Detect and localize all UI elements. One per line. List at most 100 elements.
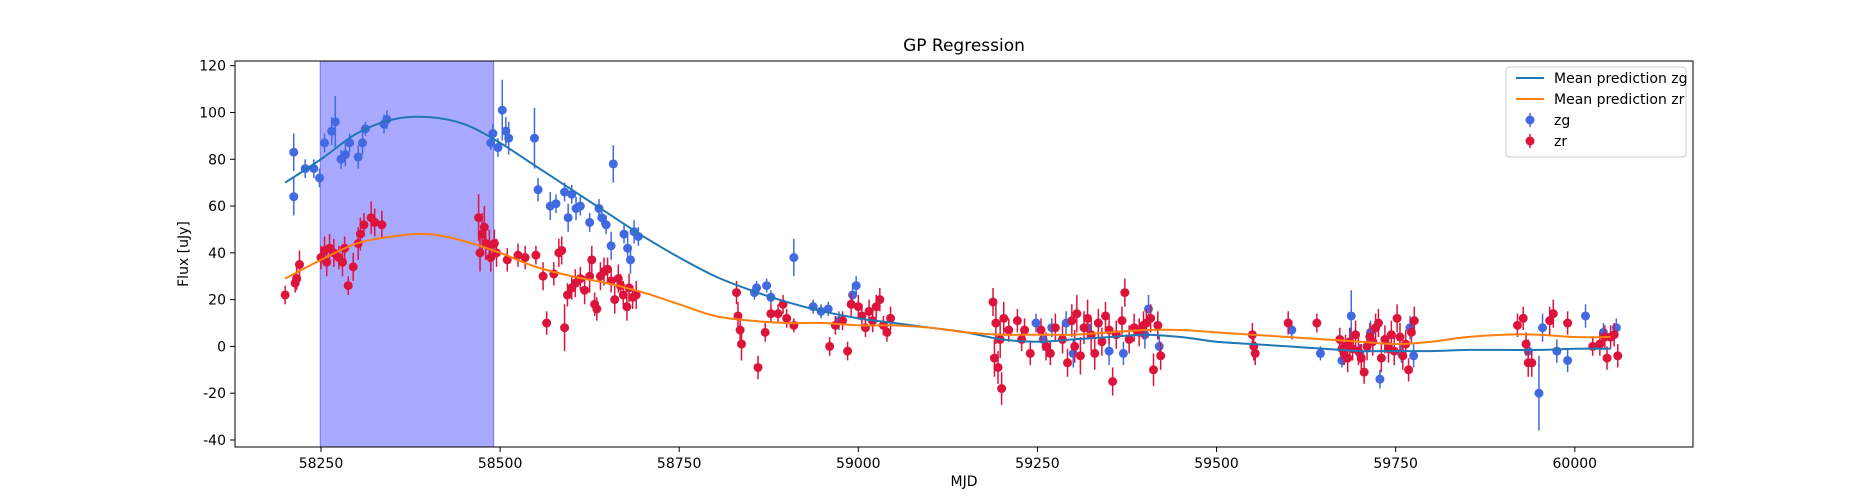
data-point-zg <box>1287 325 1297 335</box>
data-point-zg <box>1346 311 1356 321</box>
data-point-zr <box>737 339 747 349</box>
data-point-zr <box>359 220 369 230</box>
x-tick-label: 59250 <box>1015 456 1060 472</box>
data-point-zr <box>1545 316 1555 326</box>
data-point-zr <box>542 318 552 328</box>
data-point-zr <box>1097 337 1107 347</box>
y-tick-label: 40 <box>208 246 226 262</box>
data-point-zr <box>1012 316 1022 326</box>
legend-box <box>1505 66 1687 158</box>
data-point-zg <box>625 255 635 265</box>
data-point-zg <box>606 241 616 251</box>
chart-title: GP Regression <box>903 36 1025 56</box>
data-point-zr <box>1020 325 1030 335</box>
data-point-zr <box>864 306 874 316</box>
data-point-zr <box>853 302 863 312</box>
x-tick-label: 59750 <box>1373 456 1418 472</box>
data-point-zr <box>377 220 387 230</box>
data-point-zr <box>475 248 485 258</box>
data-point-zr <box>520 253 530 263</box>
data-point-zr <box>1004 325 1014 335</box>
y-tick-label: 20 <box>208 293 226 309</box>
data-point-zr <box>1045 348 1055 358</box>
prediction-lines-layer <box>284 115 1611 353</box>
x-tick-label: 60000 <box>1553 456 1598 472</box>
data-point-zr <box>753 362 763 372</box>
data-point-zg <box>560 187 570 197</box>
data-point-zr <box>1108 376 1118 386</box>
data-point-zr <box>1395 332 1405 342</box>
data-point-zr <box>886 313 896 323</box>
legend-marker-dot <box>1525 136 1535 146</box>
data-point-zr <box>1527 358 1537 368</box>
data-point-zr <box>1072 309 1082 319</box>
data-point-zr <box>355 229 365 239</box>
data-point-zg <box>585 217 595 227</box>
data-point-zr <box>1079 323 1089 333</box>
data-point-zr <box>1070 341 1080 351</box>
data-point-zr <box>1250 348 1260 358</box>
data-point-zr <box>1075 351 1085 361</box>
data-point-zr <box>1041 341 1051 351</box>
legend-marker-zg <box>1525 113 1535 127</box>
data-point-zr <box>1101 311 1111 321</box>
data-point-zg <box>493 143 503 153</box>
data-point-zr <box>560 323 570 333</box>
y-axis-ticks: -40 -20 0 20 40 60 80 100 120 <box>199 59 235 449</box>
data-point-zr <box>875 295 885 305</box>
legend-marker-dot <box>1525 115 1535 125</box>
data-point-zr <box>631 290 641 300</box>
legend-label-zg: zg <box>1554 113 1570 129</box>
data-point-zr <box>1124 334 1134 344</box>
data-point-zr <box>760 327 770 337</box>
data-point-zr <box>618 290 628 300</box>
legend-label-zr: zr <box>1554 134 1567 150</box>
data-point-zg <box>358 138 368 148</box>
x-tick-label: 58750 <box>657 456 702 472</box>
data-point-zr <box>538 271 548 281</box>
highlight-region-layer <box>319 60 495 448</box>
data-point-zg <box>504 133 514 143</box>
x-tick-label: 59000 <box>836 456 881 472</box>
data-point-zr <box>1343 353 1353 363</box>
data-point-zr <box>1380 334 1390 344</box>
data-point-zg <box>1315 348 1325 358</box>
data-point-zr <box>1351 330 1361 340</box>
data-point-zr <box>513 250 523 260</box>
data-point-zr <box>1149 365 1159 375</box>
data-point-zr <box>474 213 484 223</box>
data-point-zr <box>991 318 1001 328</box>
data-point-zg <box>488 129 498 139</box>
data-point-zr <box>846 299 856 309</box>
data-point-zr <box>1409 316 1419 326</box>
data-point-zg <box>1552 346 1562 356</box>
data-point-zg <box>1154 341 1164 351</box>
data-point-zg <box>327 126 337 136</box>
data-point-zr <box>999 313 1009 323</box>
data-point-zg <box>1143 304 1153 314</box>
data-point-zr <box>825 341 835 351</box>
data-point-zg <box>1068 348 1078 358</box>
data-point-zr <box>1404 365 1414 375</box>
data-point-zr <box>1386 330 1396 340</box>
data-point-zg <box>1534 388 1544 398</box>
data-point-zg <box>533 185 543 195</box>
data-point-zr <box>1050 323 1060 333</box>
data-point-zr <box>989 353 999 363</box>
data-point-zr <box>1563 318 1573 328</box>
data-point-zg <box>1031 318 1041 328</box>
data-point-zg <box>848 290 858 300</box>
data-point-zr <box>1025 348 1035 358</box>
data-point-zg <box>851 281 861 291</box>
data-point-zg <box>601 220 611 230</box>
x-axis-ticks: 58250 58500 58750 59000 59250 59500 59750 60000 <box>299 447 1597 472</box>
data-point-zr <box>997 384 1007 394</box>
data-point-zg <box>330 117 340 127</box>
data-point-zr <box>348 262 358 272</box>
data-point-zg <box>315 173 325 183</box>
data-point-zr <box>843 346 853 356</box>
y-axis-title: Flux [uJy] <box>176 221 192 287</box>
data-point-zg <box>563 213 573 223</box>
data-point-zr <box>280 290 290 300</box>
